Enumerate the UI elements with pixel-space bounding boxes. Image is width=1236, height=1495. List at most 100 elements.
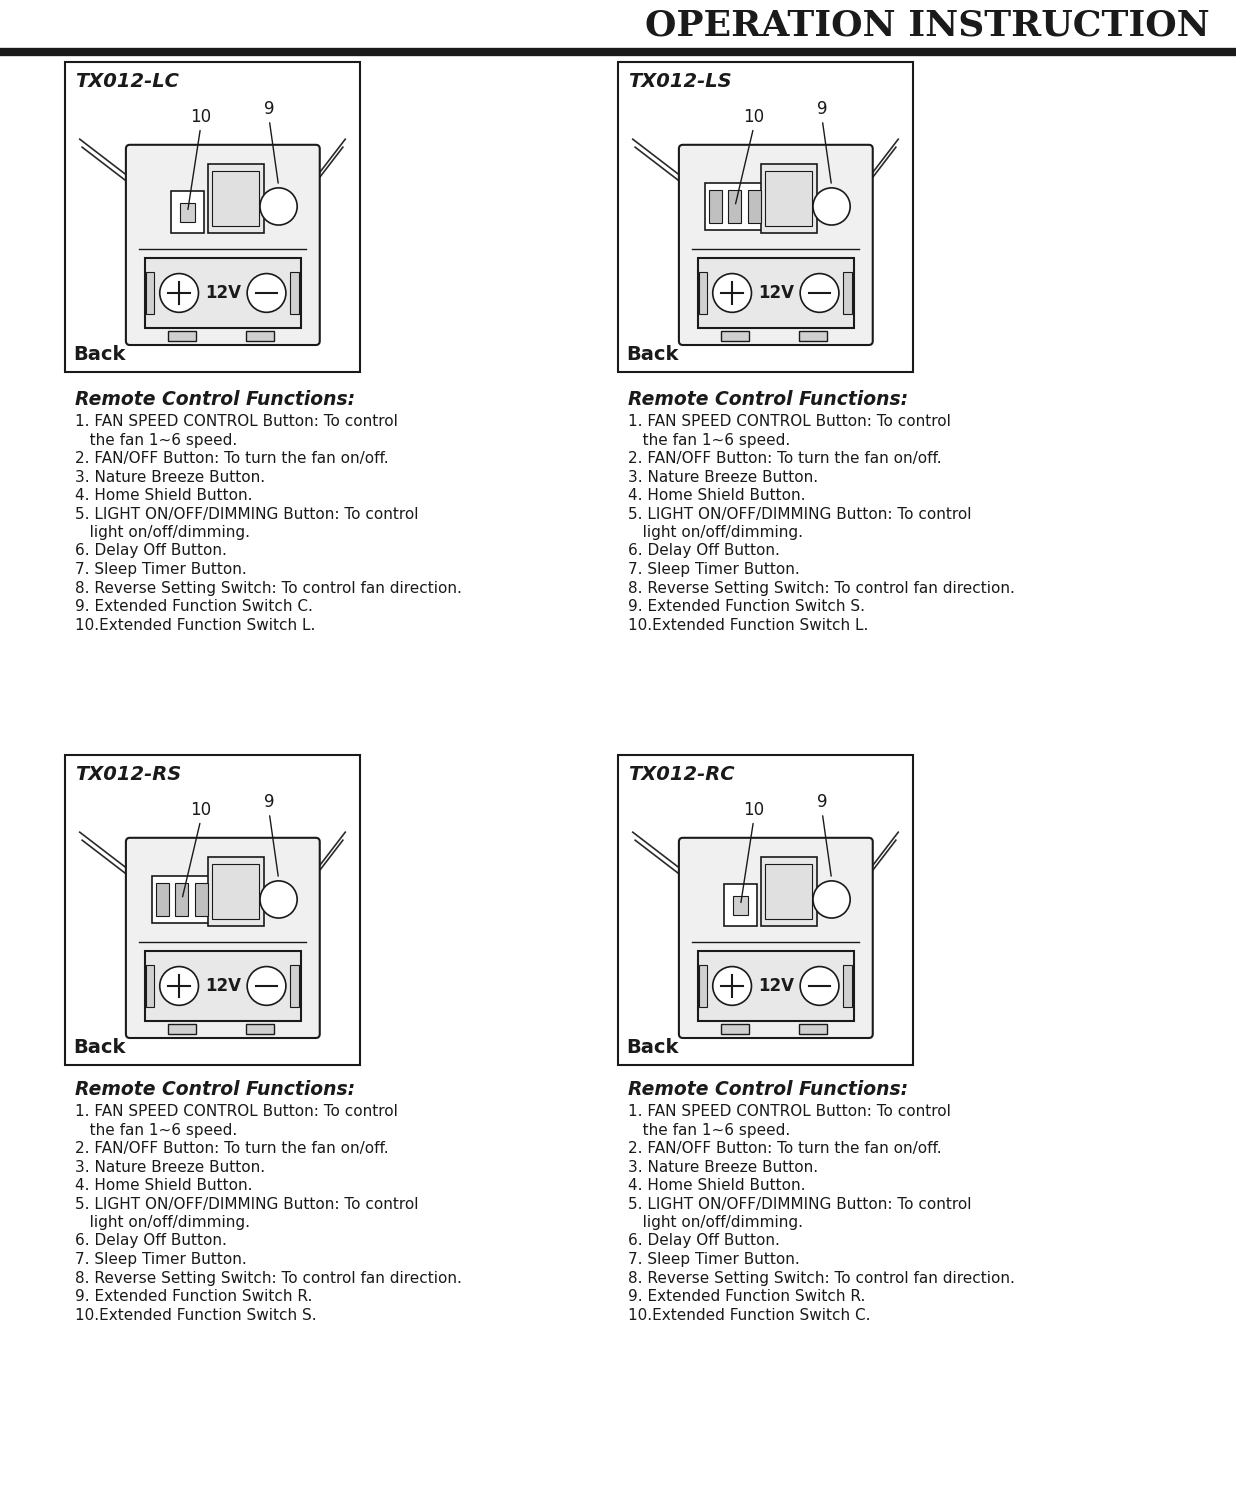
Text: 4. Home Shield Button.: 4. Home Shield Button. [75, 1178, 252, 1193]
FancyBboxPatch shape [679, 145, 873, 345]
Bar [152, 876, 211, 922]
Bar [728, 190, 742, 223]
Text: 12V: 12V [205, 976, 241, 996]
Text: Remote Control Functions:: Remote Control Functions: [75, 1079, 355, 1099]
Text: 9: 9 [817, 100, 828, 118]
Bar [145, 259, 300, 327]
Text: the fan 1~6 speed.: the fan 1~6 speed. [628, 432, 790, 447]
Text: 3. Nature Breeze Button.: 3. Nature Breeze Button. [75, 1160, 266, 1175]
Text: 9. Extended Function Switch R.: 9. Extended Function Switch R. [628, 1289, 865, 1304]
Text: 9: 9 [265, 100, 274, 118]
Text: 5. LIGHT ON/OFF/DIMMING Button: To control: 5. LIGHT ON/OFF/DIMMING Button: To contr… [628, 507, 971, 522]
Text: Back: Back [625, 345, 679, 363]
Text: 5. LIGHT ON/OFF/DIMMING Button: To control: 5. LIGHT ON/OFF/DIMMING Button: To contr… [75, 1196, 419, 1211]
Text: 9. Extended Function Switch C.: 9. Extended Function Switch C. [75, 599, 313, 614]
Circle shape [159, 967, 199, 1005]
Text: 10: 10 [190, 108, 211, 126]
Bar [724, 884, 758, 927]
Text: 1. FAN SPEED CONTROL Button: To control: 1. FAN SPEED CONTROL Button: To control [628, 414, 950, 429]
FancyBboxPatch shape [126, 145, 320, 345]
Text: 6. Delay Off Button.: 6. Delay Off Button. [75, 544, 227, 559]
Circle shape [247, 274, 286, 312]
Bar [708, 190, 722, 223]
Bar [289, 966, 299, 1006]
Text: 9: 9 [817, 792, 828, 812]
Bar [208, 857, 263, 927]
Text: Remote Control Functions:: Remote Control Functions: [628, 390, 908, 410]
Text: 7. Sleep Timer Button.: 7. Sleep Timer Button. [628, 562, 800, 577]
Bar [798, 332, 827, 341]
Text: 10: 10 [190, 801, 211, 819]
Text: 3. Nature Breeze Button.: 3. Nature Breeze Button. [75, 469, 266, 484]
Bar [700, 966, 707, 1006]
Bar [765, 170, 812, 226]
Circle shape [813, 188, 850, 226]
Circle shape [260, 188, 297, 226]
Bar [180, 203, 195, 221]
Text: 7. Sleep Timer Button.: 7. Sleep Timer Button. [75, 562, 247, 577]
Bar [761, 857, 817, 927]
Text: 6. Delay Off Button.: 6. Delay Off Button. [628, 544, 780, 559]
Text: 8. Reverse Setting Switch: To control fan direction.: 8. Reverse Setting Switch: To control fa… [628, 580, 1015, 595]
Bar [195, 884, 209, 915]
Text: TX012-RS: TX012-RS [75, 765, 182, 783]
Bar [246, 1024, 274, 1035]
Bar [698, 259, 854, 327]
Bar [246, 332, 274, 341]
Bar [843, 272, 852, 314]
Text: 9. Extended Function Switch S.: 9. Extended Function Switch S. [628, 599, 865, 614]
Text: 6. Delay Off Button.: 6. Delay Off Button. [628, 1233, 780, 1248]
Text: 5. LIGHT ON/OFF/DIMMING Button: To control: 5. LIGHT ON/OFF/DIMMING Button: To contr… [628, 1196, 971, 1211]
Circle shape [260, 881, 297, 918]
Circle shape [713, 967, 751, 1005]
Text: 2. FAN/OFF Button: To turn the fan on/off.: 2. FAN/OFF Button: To turn the fan on/of… [628, 1141, 942, 1156]
Text: 4. Home Shield Button.: 4. Home Shield Button. [628, 1178, 806, 1193]
Text: TX012-RC: TX012-RC [628, 765, 734, 783]
Text: 3. Nature Breeze Button.: 3. Nature Breeze Button. [628, 469, 818, 484]
Text: 5. LIGHT ON/OFF/DIMMING Button: To control: 5. LIGHT ON/OFF/DIMMING Button: To contr… [75, 507, 419, 522]
Bar [700, 272, 707, 314]
Text: 10.Extended Function Switch L.: 10.Extended Function Switch L. [628, 617, 869, 632]
FancyBboxPatch shape [126, 837, 320, 1038]
Text: TX012-LC: TX012-LC [75, 72, 179, 91]
Bar [145, 951, 300, 1021]
Bar [213, 170, 260, 226]
Text: 12V: 12V [758, 976, 794, 996]
Bar [146, 966, 153, 1006]
Text: 2. FAN/OFF Button: To turn the fan on/off.: 2. FAN/OFF Button: To turn the fan on/of… [75, 1141, 388, 1156]
Text: Remote Control Functions:: Remote Control Functions: [628, 1079, 908, 1099]
Text: the fan 1~6 speed.: the fan 1~6 speed. [628, 1123, 790, 1138]
Bar [761, 164, 817, 233]
Text: 8. Reverse Setting Switch: To control fan direction.: 8. Reverse Setting Switch: To control fa… [75, 1271, 462, 1286]
Text: 3. Nature Breeze Button.: 3. Nature Breeze Button. [628, 1160, 818, 1175]
Bar [66, 61, 360, 372]
Text: 1. FAN SPEED CONTROL Button: To control: 1. FAN SPEED CONTROL Button: To control [628, 1103, 950, 1118]
Text: 1. FAN SPEED CONTROL Button: To control: 1. FAN SPEED CONTROL Button: To control [75, 414, 398, 429]
Text: light on/off/dimming.: light on/off/dimming. [628, 525, 803, 540]
FancyBboxPatch shape [679, 837, 873, 1038]
Text: 12V: 12V [758, 284, 794, 302]
Text: 7. Sleep Timer Button.: 7. Sleep Timer Button. [628, 1251, 800, 1266]
Text: 10: 10 [743, 108, 764, 126]
Text: 10.Extended Function Switch S.: 10.Extended Function Switch S. [75, 1308, 316, 1323]
Bar [798, 1024, 827, 1035]
Text: light on/off/dimming.: light on/off/dimming. [75, 1215, 250, 1230]
Text: Back: Back [625, 1038, 679, 1057]
Bar [289, 272, 299, 314]
Circle shape [247, 967, 286, 1005]
Bar [706, 184, 765, 230]
Text: Back: Back [73, 345, 125, 363]
Bar [168, 332, 195, 341]
Circle shape [813, 881, 850, 918]
Text: Back: Back [73, 1038, 125, 1057]
Circle shape [713, 274, 751, 312]
Circle shape [800, 274, 839, 312]
Bar [748, 190, 761, 223]
Circle shape [800, 967, 839, 1005]
Bar [618, 755, 913, 1064]
Bar [733, 896, 748, 915]
Text: 4. Home Shield Button.: 4. Home Shield Button. [75, 487, 252, 502]
Text: 4. Home Shield Button.: 4. Home Shield Button. [628, 487, 806, 502]
Bar [721, 332, 749, 341]
Text: 10.Extended Function Switch C.: 10.Extended Function Switch C. [628, 1308, 870, 1323]
